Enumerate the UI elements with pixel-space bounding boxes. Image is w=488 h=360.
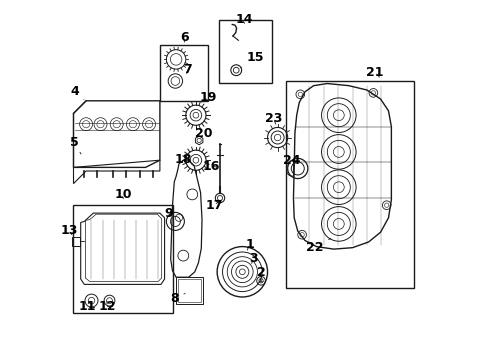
Bar	[219, 20, 271, 83]
Text: 18: 18	[174, 153, 192, 166]
Text: 22: 22	[305, 238, 330, 254]
Text: 5: 5	[70, 136, 81, 154]
Text: 9: 9	[164, 207, 173, 220]
Text: 20: 20	[195, 127, 212, 140]
Text: 4: 4	[70, 85, 84, 100]
Text: 17: 17	[205, 199, 222, 212]
Text: 3: 3	[248, 252, 257, 265]
Bar	[176, 277, 203, 304]
Text: 14: 14	[235, 13, 253, 26]
Text: 2: 2	[257, 266, 265, 279]
Bar	[285, 81, 413, 288]
Text: 7: 7	[183, 63, 192, 76]
Text: 15: 15	[241, 51, 264, 68]
Text: 21: 21	[366, 66, 383, 78]
Text: 8: 8	[170, 292, 185, 305]
Bar	[160, 45, 208, 101]
Text: 23: 23	[264, 112, 282, 125]
Text: 13: 13	[60, 224, 78, 237]
Text: 1: 1	[244, 238, 253, 251]
Bar	[178, 279, 201, 302]
Text: 24: 24	[282, 154, 300, 167]
Text: 10: 10	[114, 188, 132, 201]
Bar	[73, 205, 172, 313]
Text: 12: 12	[98, 300, 116, 313]
Bar	[72, 237, 80, 246]
Text: 16: 16	[203, 160, 220, 173]
Text: 19: 19	[200, 91, 217, 104]
Text: 11: 11	[78, 300, 95, 312]
Text: 6: 6	[180, 31, 188, 44]
